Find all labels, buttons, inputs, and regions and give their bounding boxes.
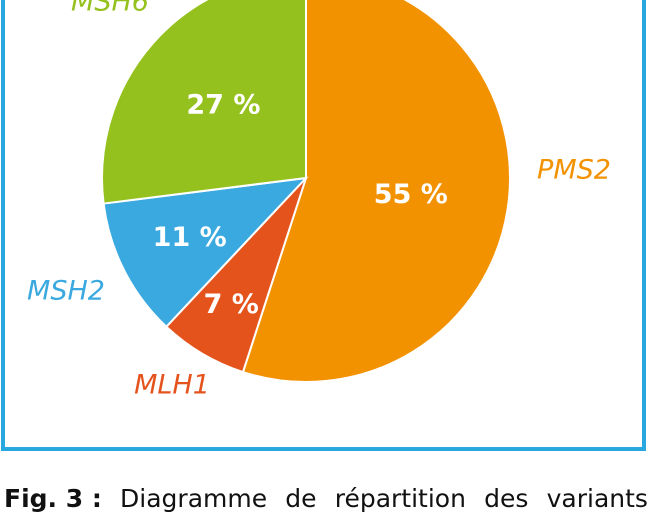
pie-slice-msh6 — [101, 0, 307, 205]
pie-chart: 55 % PMS2 7 % MLH1 11 % MSH2 27 % MSH6 — [27, 0, 611, 401]
slice-name-label: MSH6 — [71, 0, 149, 18]
slice-name-label: MLH1 — [134, 370, 210, 401]
figure-caption: Fig. 3 : Diagramme de répartition des va… — [4, 484, 648, 513]
caption-word: de — [285, 484, 317, 513]
pie-slice-pms2 — [241, 0, 511, 383]
caption-word: des — [484, 484, 529, 513]
slice-value-label: 55 % — [374, 179, 448, 210]
slice-name-label: PMS2 — [537, 155, 611, 186]
slice-value-label: 11 % — [153, 222, 227, 253]
caption-word: répartition — [334, 484, 466, 513]
slice-value-label: 7 % — [204, 289, 259, 320]
caption-label: Fig. 3 : — [4, 484, 102, 513]
caption-word: variants — [546, 484, 648, 513]
caption-word: Diagramme — [120, 484, 268, 513]
slice-value-label: 27 % — [186, 90, 260, 121]
slice-name-label: MSH2 — [27, 276, 105, 307]
pie-slice-msh2 — [102, 176, 309, 329]
